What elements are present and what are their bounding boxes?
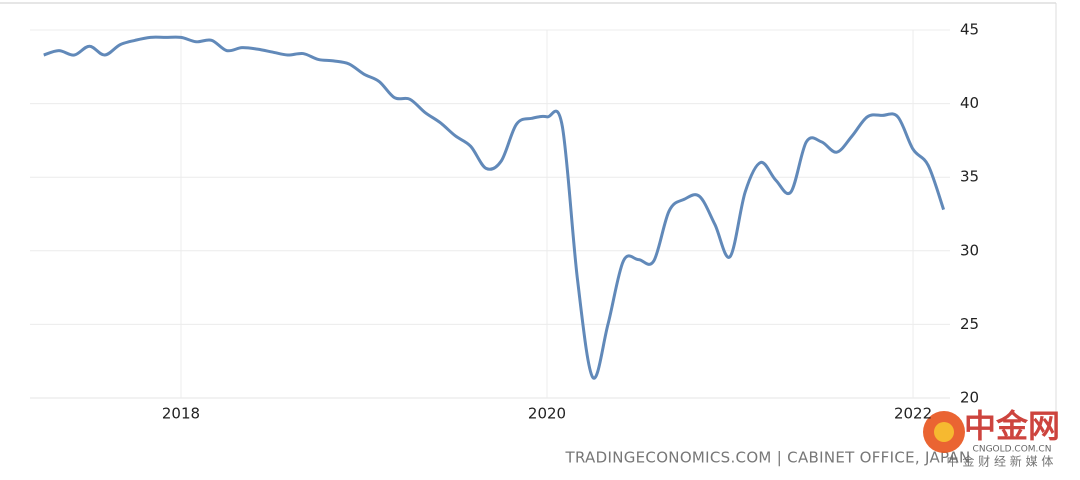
watermark-name: 中金网 bbox=[964, 407, 1060, 445]
line bbox=[43, 35, 946, 380]
y-tick-label: 25 bbox=[960, 315, 979, 333]
x-tick-label: 2018 bbox=[162, 405, 200, 423]
x-tick-label: 2020 bbox=[528, 405, 566, 423]
watermark-domain: CNGOLD.COM.CN bbox=[973, 445, 1052, 455]
watermark-slogan: 中 金 财 经 新 媒 体 bbox=[947, 454, 1054, 469]
y-tick-label: 30 bbox=[960, 241, 979, 259]
watermark: 中金网 CNGOLD.COM.CN 中 金 财 经 新 媒 体 bbox=[923, 407, 1060, 469]
source: TRADINGECONOMICS.COM | CABINET OFFICE, J… bbox=[564, 449, 970, 467]
x-tick-label: 2022 bbox=[894, 405, 932, 423]
y-tick-label: 35 bbox=[960, 168, 979, 186]
y-tick-label: 20 bbox=[960, 389, 979, 407]
logo-inner bbox=[934, 422, 954, 442]
y-tick-label: 40 bbox=[960, 94, 979, 112]
y-tick-label: 45 bbox=[960, 21, 979, 39]
